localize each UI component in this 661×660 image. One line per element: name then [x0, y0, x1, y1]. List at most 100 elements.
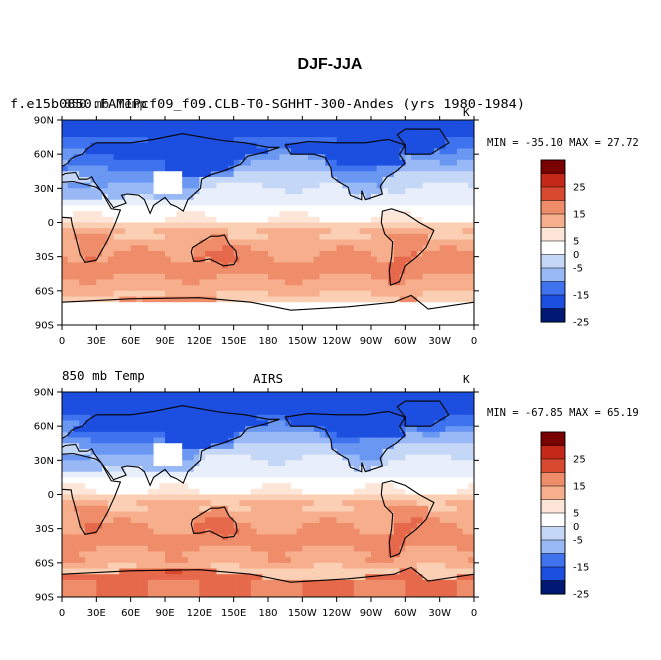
grid-cell	[165, 302, 172, 309]
grid-cell	[153, 142, 160, 150]
grid-cell	[147, 568, 155, 575]
grid-cell	[468, 540, 474, 547]
grid-cell	[342, 176, 349, 184]
grid-cell	[233, 420, 240, 427]
grid-cell	[451, 471, 458, 479]
grid-cell	[107, 120, 115, 127]
grid-cell	[227, 211, 235, 218]
grid-cell	[67, 125, 75, 132]
grid-cell	[416, 245, 424, 252]
grid-cell	[159, 426, 166, 433]
grid-cell	[365, 222, 372, 229]
grid-cell	[325, 194, 332, 201]
grid-cell	[245, 188, 252, 195]
grid-cell	[176, 228, 183, 235]
grid-cell	[330, 471, 338, 479]
grid-cell	[113, 233, 120, 241]
grid-cell	[193, 142, 200, 150]
grid-cell	[330, 137, 338, 144]
grid-cell	[113, 262, 120, 269]
colorbar-swatch	[540, 200, 566, 215]
grid-cell	[102, 142, 109, 150]
grid-cell	[273, 494, 281, 501]
grid-cell	[124, 131, 132, 138]
grid-cell	[210, 557, 218, 564]
grid-cell	[285, 517, 292, 524]
grid-cell	[216, 426, 223, 433]
grid-cell	[462, 307, 469, 315]
grid-cell	[348, 137, 355, 144]
colorbar-swatch	[540, 254, 566, 269]
grid-cell	[451, 528, 458, 535]
grid-cell	[67, 296, 75, 303]
grid-cell	[279, 245, 286, 252]
grid-cell	[124, 460, 132, 467]
grid-cell	[285, 392, 292, 399]
grid-cell	[170, 437, 178, 444]
grid-cell	[422, 466, 429, 473]
grid-cell	[239, 165, 246, 172]
grid-cell	[388, 454, 395, 461]
grid-cell	[165, 431, 172, 439]
grid-cell	[445, 176, 452, 184]
grid-cell	[313, 517, 321, 524]
grid-cell	[216, 290, 223, 298]
grid-cell	[388, 239, 395, 246]
grid-cell	[233, 443, 240, 450]
grid-cell	[250, 397, 258, 404]
grid-cell	[205, 148, 212, 155]
grid-cell	[411, 466, 418, 473]
grid-cell	[451, 165, 458, 172]
grid-cell	[273, 477, 281, 484]
grid-cell	[365, 171, 372, 178]
grid-cell	[273, 159, 281, 167]
grid-cell	[290, 262, 298, 269]
grid-cell	[433, 205, 441, 212]
grid-cell	[250, 279, 258, 286]
grid-cell	[365, 471, 372, 479]
grid-cell	[222, 131, 229, 138]
grid-cell	[113, 414, 120, 422]
grid-cell	[136, 262, 143, 269]
grid-cell	[193, 285, 200, 292]
grid-cell	[451, 245, 458, 252]
grid-cell	[268, 211, 275, 218]
grid-cell	[393, 205, 401, 212]
grid-cell	[153, 222, 160, 229]
grid-cell	[96, 216, 103, 224]
grid-cell	[62, 296, 69, 303]
grid-cell	[67, 273, 75, 281]
grid-cell	[342, 534, 349, 541]
grid-cell	[250, 239, 258, 246]
grid-cell	[365, 176, 372, 184]
grid-cell	[302, 500, 309, 507]
grid-cell	[136, 188, 143, 195]
grid-cell	[285, 262, 292, 269]
grid-cell	[451, 307, 458, 315]
grid-cell	[405, 437, 412, 444]
grid-cell	[422, 483, 429, 490]
grid-cell	[445, 268, 452, 275]
grid-cell	[136, 120, 143, 127]
grid-cell	[445, 233, 452, 241]
grid-cell	[170, 392, 178, 399]
grid-cell	[90, 392, 97, 399]
grid-cell	[62, 273, 69, 281]
grid-cell	[90, 182, 97, 189]
grid-cell	[388, 545, 395, 553]
grid-cell	[193, 279, 200, 286]
grid-cell	[313, 562, 321, 570]
grid-cell	[285, 137, 292, 144]
grid-cell	[376, 159, 384, 167]
grid-cell	[359, 545, 366, 553]
grid-cell	[67, 222, 75, 229]
grid-cell	[405, 279, 412, 286]
grid-cell	[290, 205, 298, 212]
grid-cell	[130, 182, 137, 189]
grid-cell	[302, 505, 309, 513]
grid-cell	[268, 171, 275, 178]
grid-cell	[399, 176, 406, 184]
grid-cell	[376, 273, 384, 281]
grid-cell	[342, 171, 349, 178]
grid-cell	[159, 239, 166, 246]
